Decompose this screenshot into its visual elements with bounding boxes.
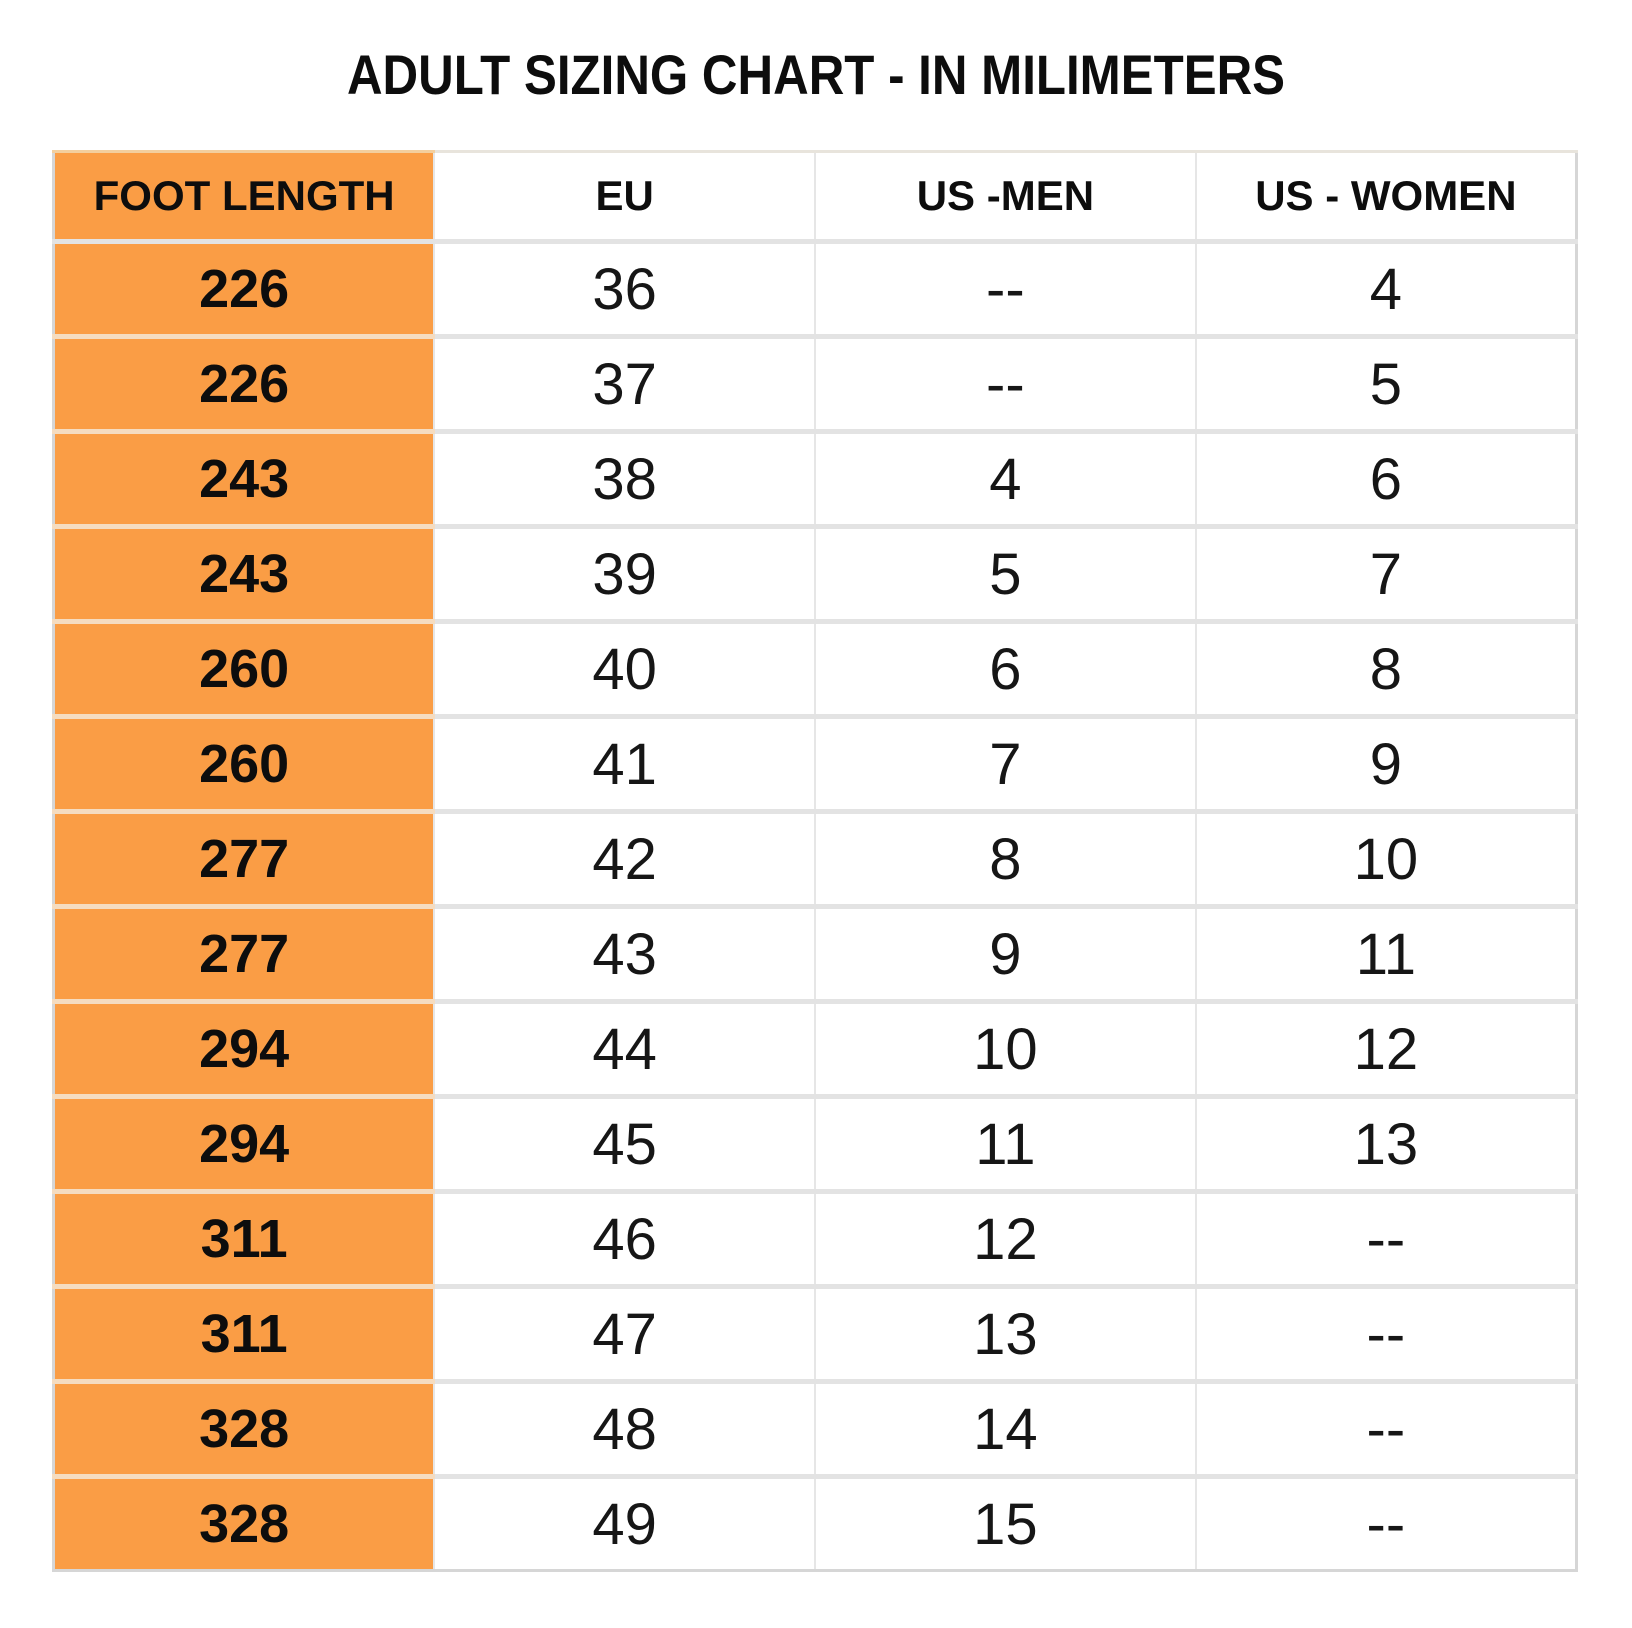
table-row: 311 46 12 --	[52, 1191, 1578, 1289]
us-men-cell: 11	[814, 1096, 1197, 1194]
us-women-cell: 10	[1194, 811, 1578, 909]
us-women-cell: --	[1194, 1476, 1578, 1572]
table-row: 243 39 5 7	[52, 526, 1578, 624]
eu-cell: 45	[433, 1096, 816, 1194]
eu-cell: 49	[433, 1476, 816, 1572]
table-row: 311 47 13 --	[52, 1286, 1578, 1384]
us-men-cell: --	[814, 241, 1197, 339]
us-women-cell: --	[1194, 1286, 1578, 1384]
foot-length-cell: 277	[52, 811, 436, 909]
table-row: 328 48 14 --	[52, 1381, 1578, 1479]
header-row: FOOT LENGTH EU US -MEN US - WOMEN	[52, 150, 1578, 244]
foot-length-cell: 226	[52, 336, 436, 434]
foot-length-cell: 328	[52, 1381, 436, 1479]
us-men-cell: 4	[814, 431, 1197, 529]
us-women-cell: 12	[1194, 1001, 1578, 1099]
table-row: 226 37 -- 5	[52, 336, 1578, 434]
table-row: 294 44 10 12	[52, 1001, 1578, 1099]
us-men-cell: 8	[814, 811, 1197, 909]
table-row: 260 41 7 9	[52, 716, 1578, 814]
us-women-cell: 7	[1194, 526, 1578, 624]
us-men-cell: 14	[814, 1381, 1197, 1479]
eu-cell: 36	[433, 241, 816, 339]
col-header-us-men: US -MEN	[814, 150, 1197, 244]
us-men-cell: 5	[814, 526, 1197, 624]
us-women-cell: 6	[1194, 431, 1578, 529]
us-women-cell: 11	[1194, 906, 1578, 1004]
foot-length-cell: 243	[52, 431, 436, 529]
us-men-cell: 15	[814, 1476, 1197, 1572]
us-women-cell: 4	[1194, 241, 1578, 339]
table-row: 277 43 9 11	[52, 906, 1578, 1004]
us-women-cell: 8	[1194, 621, 1578, 719]
eu-cell: 42	[433, 811, 816, 909]
us-men-cell: 7	[814, 716, 1197, 814]
us-men-cell: --	[814, 336, 1197, 434]
foot-length-cell: 328	[52, 1476, 436, 1572]
us-men-cell: 10	[814, 1001, 1197, 1099]
sizing-table: FOOT LENGTH EU US -MEN US - WOMEN 226 36…	[52, 150, 1578, 1572]
eu-cell: 39	[433, 526, 816, 624]
us-men-cell: 9	[814, 906, 1197, 1004]
foot-length-cell: 311	[52, 1286, 436, 1384]
table-row: 226 36 -- 4	[52, 241, 1578, 339]
eu-cell: 38	[433, 431, 816, 529]
us-men-cell: 12	[814, 1191, 1197, 1289]
col-header-foot-length: FOOT LENGTH	[52, 150, 436, 244]
foot-length-cell: 294	[52, 1001, 436, 1099]
eu-cell: 37	[433, 336, 816, 434]
us-women-cell: --	[1194, 1191, 1578, 1289]
page-title: ADULT SIZING CHART - IN MILIMETERS	[346, 43, 1286, 106]
table-row: 260 40 6 8	[52, 621, 1578, 719]
us-women-cell: 9	[1194, 716, 1578, 814]
table-row: 243 38 4 6	[52, 431, 1578, 529]
us-men-cell: 6	[814, 621, 1197, 719]
foot-length-cell: 294	[52, 1096, 436, 1194]
us-women-cell: 5	[1194, 336, 1578, 434]
eu-cell: 46	[433, 1191, 816, 1289]
us-women-cell: 13	[1194, 1096, 1578, 1194]
foot-length-cell: 243	[52, 526, 436, 624]
foot-length-cell: 277	[52, 906, 436, 1004]
foot-length-cell: 311	[52, 1191, 436, 1289]
us-men-cell: 13	[814, 1286, 1197, 1384]
col-header-eu: EU	[433, 150, 816, 244]
eu-cell: 40	[433, 621, 816, 719]
eu-cell: 43	[433, 906, 816, 1004]
table-row: 294 45 11 13	[52, 1096, 1578, 1194]
foot-length-cell: 226	[52, 241, 436, 339]
table-row: 277 42 8 10	[52, 811, 1578, 909]
eu-cell: 41	[433, 716, 816, 814]
eu-cell: 47	[433, 1286, 816, 1384]
eu-cell: 48	[433, 1381, 816, 1479]
eu-cell: 44	[433, 1001, 816, 1099]
foot-length-cell: 260	[52, 716, 436, 814]
table-row: 328 49 15 --	[52, 1476, 1578, 1572]
foot-length-cell: 260	[52, 621, 436, 719]
col-header-us-women: US - WOMEN	[1194, 150, 1578, 244]
us-women-cell: --	[1194, 1381, 1578, 1479]
